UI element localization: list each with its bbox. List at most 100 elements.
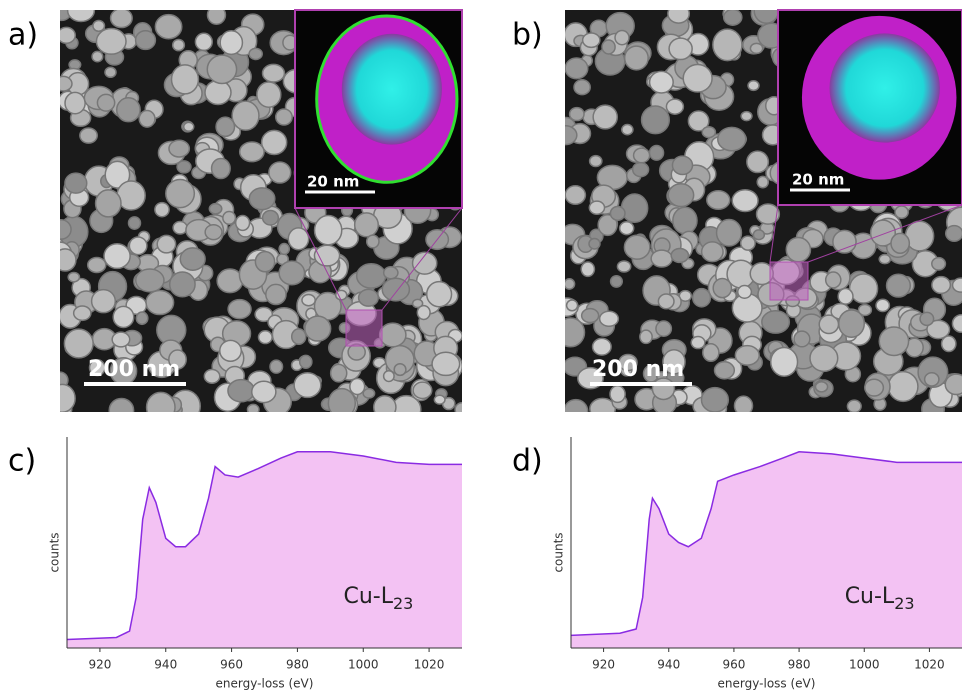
particle [265,283,287,306]
annotation-subscript: 23 [894,594,914,613]
particle [67,271,81,283]
particle [580,261,596,278]
x-tick-label: 1000 [348,658,379,672]
particle [357,288,379,307]
area-fill [571,451,962,648]
particle [706,190,731,211]
particle [278,242,291,256]
particle [219,339,243,363]
particle [256,81,282,108]
particle [598,310,620,327]
particle [90,288,117,314]
particle [234,214,251,232]
particle [168,139,191,158]
particle [621,123,634,136]
highlight-box [345,309,383,347]
particle [96,93,116,112]
particle [208,202,223,215]
particle [206,10,227,26]
particle [926,319,951,340]
particle [668,37,693,61]
particle [227,298,252,320]
particle [248,187,276,211]
particle [616,260,632,273]
particle [238,141,265,163]
particle [412,381,433,400]
particle [565,299,579,312]
particle [171,38,186,52]
particle [425,280,453,308]
particle [66,10,96,23]
particle [662,348,686,375]
particle [687,110,710,132]
particle [134,268,165,293]
particle [127,216,142,230]
particle [254,250,276,273]
particle [691,287,712,308]
zoom-line [807,204,962,263]
particle [581,32,601,49]
particle [736,284,753,299]
particle [304,315,332,342]
y-axis-label: counts [48,532,62,572]
x-tick-label: 960 [722,658,745,672]
particle [64,172,88,194]
particle [154,201,170,218]
particle [601,39,616,55]
particle [260,129,288,156]
particle [700,386,730,412]
particle [248,47,263,61]
particle [381,277,411,302]
particle [753,10,780,25]
particle [60,218,72,240]
particle [793,330,811,348]
particle [887,370,919,403]
particle [846,399,862,412]
particle [931,256,947,271]
particle [104,66,117,79]
particle [878,326,910,357]
x-tick-label: 1020 [914,658,945,672]
particle [416,304,431,321]
particle [951,314,962,334]
particle [609,205,626,221]
spectrum-line [66,451,462,641]
annotation-text: Cu-L [344,584,394,609]
particle [665,98,685,115]
core [341,33,442,145]
particle [734,344,760,366]
particle [182,121,195,132]
particle [682,63,713,93]
particle [108,397,135,412]
particle [290,328,307,345]
particle [875,298,891,313]
particle [588,154,603,168]
particle [63,328,94,359]
particle [382,369,395,383]
particle [109,10,133,29]
particle [712,277,733,299]
particle [111,331,131,348]
particle [670,247,690,264]
particle [565,278,576,290]
particle [752,229,766,241]
particle [715,218,743,247]
particle [609,274,624,288]
particle [168,349,187,370]
particle [761,310,791,334]
x-tick-label: 1020 [414,658,445,672]
particle [740,110,753,122]
particle [135,311,149,326]
particle [353,212,379,238]
particle [824,271,842,289]
annotation-text: Cu-L [845,584,895,609]
particle [785,236,812,263]
particle [919,311,935,327]
particle [274,108,293,126]
particle [60,248,77,272]
particle [327,387,357,412]
particle [565,57,589,80]
particle [940,335,957,353]
x-tick-label: 960 [220,658,243,672]
